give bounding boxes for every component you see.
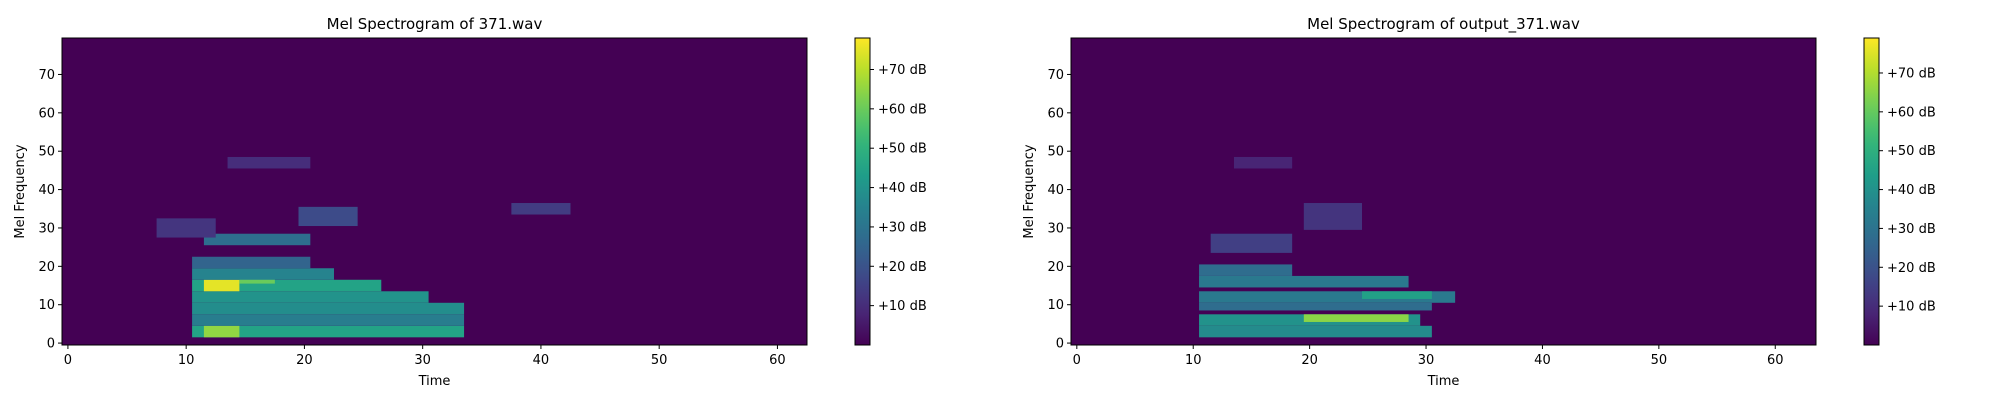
x-tick-label: 60: [1767, 353, 1784, 368]
y-tick-label: 0: [47, 337, 55, 352]
energy-cell: [203, 325, 240, 338]
y-tick-label: 70: [1047, 68, 1064, 83]
x-tick-label: 60: [769, 353, 786, 368]
x-tick-label: 50: [651, 353, 668, 368]
y-tick-label: 10: [1047, 298, 1064, 313]
y-tick-label: 0: [1056, 337, 1064, 352]
colorbar-tick-label: +50 dB: [1887, 144, 1936, 159]
y-axis-label: Mel Frequency: [1022, 144, 1037, 238]
energy-cell: [192, 314, 465, 326]
energy-cell: [1303, 203, 1363, 230]
energy-cell: [511, 203, 571, 215]
energy-cell: [203, 233, 311, 246]
x-tick-label: 0: [1073, 353, 1081, 368]
y-tick-label: 10: [38, 298, 55, 313]
y-tick-label: 40: [38, 183, 55, 198]
energy-cell: [192, 268, 334, 280]
x-tick-label: 50: [1651, 353, 1668, 368]
x-tick-label: 0: [64, 353, 72, 368]
colorbar-tick-label: +70 dB: [1887, 66, 1936, 81]
colorbar-tick-label: +20 dB: [1887, 261, 1936, 276]
colorbar-tick-label: +50 dB: [878, 142, 927, 157]
energy-cell: [1199, 291, 1456, 303]
y-tick-label: 70: [38, 68, 55, 83]
colorbar-tick-label: +60 dB: [878, 102, 927, 117]
energy-cell: [192, 325, 465, 338]
spectrogram-cells: [156, 156, 571, 338]
x-tick-label: 40: [1534, 353, 1551, 368]
energy-cell: [1199, 264, 1293, 276]
x-tick-label: 30: [414, 353, 431, 368]
colorbar-tick-label: +40 dB: [878, 181, 927, 196]
energy-cell: [1210, 233, 1293, 253]
colorbar-tick-label: +10 dB: [1887, 300, 1936, 315]
chart-title: Mel Spectrogram of 371.wav: [327, 15, 543, 33]
energy-cell: [1362, 291, 1432, 299]
y-tick-label: 40: [1047, 183, 1064, 198]
energy-cell: [227, 156, 311, 169]
colorbar-tick-label: +30 dB: [1887, 222, 1936, 237]
y-tick-label: 30: [1047, 221, 1064, 236]
colorbar-tick-label: +10 dB: [878, 299, 927, 314]
energy-cell: [298, 206, 358, 227]
colorbar-tick-label: +40 dB: [1887, 183, 1936, 198]
energy-cell: [1199, 275, 1409, 288]
energy-cell: [192, 302, 465, 315]
colorbar-tick-label: +60 dB: [1887, 105, 1936, 120]
chart-title: Mel Spectrogram of output_371.wav: [1307, 15, 1580, 34]
colorbar-tick-label: +30 dB: [878, 220, 927, 235]
colorbar: +10 dB +20 dB +30 dB +40 dB +50 dB +60 dB +70 …: [1863, 37, 1936, 346]
y-tick-label: 60: [1047, 106, 1064, 121]
x-tick-label: 10: [178, 353, 195, 368]
spectrogram-2: Mel Spectrogram of output_371.wav 0 10 20 30…: [1022, 15, 1936, 389]
y-tick-label: 30: [38, 221, 55, 236]
y-tick-label: 60: [38, 106, 55, 121]
energy-cell: [192, 279, 382, 292]
energy-cell: [203, 279, 240, 292]
energy-cell: [156, 218, 216, 238]
y-tick-label: 50: [1047, 145, 1064, 160]
colorbar-gradient: [1863, 37, 1880, 346]
x-tick-label: 20: [296, 353, 313, 368]
energy-cell: [1233, 156, 1293, 169]
colorbar-gradient: [854, 37, 871, 346]
energy-cell: [1199, 302, 1432, 311]
colorbar: +10 dB +20 dB +30 dB +40 dB +50 dB +60 dB +70 …: [854, 37, 927, 346]
x-tick-label: 10: [1185, 353, 1202, 368]
x-axis-label: Time: [418, 374, 451, 389]
axes-frame: [1070, 37, 1817, 346]
energy-cell: [192, 256, 311, 269]
spectrogram-cells: [1199, 156, 1456, 338]
colorbar-tick-label: +70 dB: [878, 63, 927, 78]
x-tick-label: 40: [533, 353, 550, 368]
y-tick-label: 20: [1047, 260, 1064, 275]
x-axis-label: Time: [1427, 374, 1460, 389]
x-tick-label: 30: [1418, 353, 1435, 368]
y-tick-label: 20: [38, 260, 55, 275]
y-axis-label: Mel Frequency: [13, 144, 28, 238]
energy-cell: [1303, 314, 1409, 322]
spectrogram-1: Mel Spectrogram of 371.wav 0 10 20 30 40 50 60 0…: [13, 15, 927, 389]
x-tick-label: 20: [1301, 353, 1318, 368]
plot-area: [62, 38, 807, 345]
axes-frame: [61, 37, 808, 346]
y-tick-label: 50: [38, 145, 55, 160]
energy-cell: [192, 291, 429, 303]
colorbar-tick-label: +20 dB: [878, 260, 927, 275]
energy-cell: [1199, 325, 1432, 338]
